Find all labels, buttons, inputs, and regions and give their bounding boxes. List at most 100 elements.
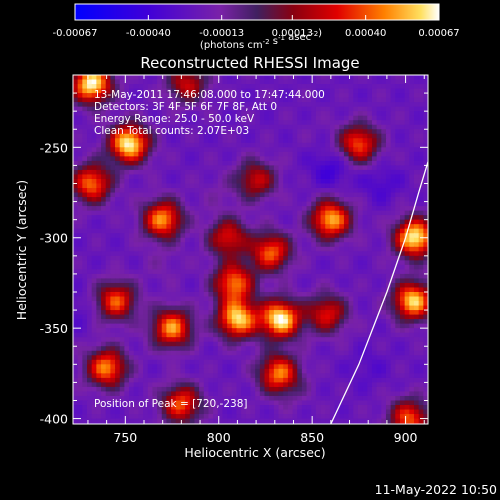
heatmap-cell [311, 273, 317, 280]
heatmap-cell [236, 142, 242, 148]
heatmap-cell [418, 323, 424, 329]
heatmap-cell [255, 147, 261, 153]
heatmap-cell [143, 142, 149, 148]
heatmap-cell [77, 160, 83, 167]
heatmap-cell [301, 97, 308, 103]
heatmap-cell [315, 233, 322, 239]
heatmap-cell [283, 269, 289, 275]
heatmap-cell [278, 165, 284, 171]
heatmap-cell [157, 364, 163, 370]
heatmap-cell [371, 156, 378, 162]
heatmap-cell [311, 188, 317, 194]
heatmap-cell [91, 296, 97, 302]
heatmap-cell [217, 350, 224, 356]
heatmap-cell [133, 188, 139, 194]
heatmap-cell [311, 115, 317, 121]
heatmap-cell [269, 147, 275, 153]
heatmap-cell [152, 97, 158, 103]
heatmap-cell [129, 332, 135, 338]
heatmap-cell [315, 323, 322, 329]
heatmap-cell [325, 129, 331, 135]
heatmap-cell [273, 84, 280, 90]
heatmap-cell [269, 264, 275, 270]
heatmap-cell [404, 210, 410, 216]
heatmap-cell [189, 233, 196, 239]
heatmap-cell [287, 197, 294, 203]
heatmap-cell [339, 310, 345, 316]
heatmap-cell [161, 305, 168, 311]
heatmap-cell [231, 210, 238, 216]
heatmap-cell [255, 88, 261, 94]
heatmap-cell [143, 88, 149, 94]
heatmap-cell [115, 156, 121, 162]
heatmap-cell [101, 215, 107, 221]
heatmap-cell [348, 242, 354, 248]
heatmap-cell [381, 269, 387, 275]
heatmap-cell [255, 178, 261, 185]
heatmap-cell [278, 359, 284, 365]
heatmap-cell [297, 255, 303, 261]
heatmap-cell [171, 84, 177, 90]
heatmap-cell [133, 115, 139, 121]
heatmap-cell [334, 151, 340, 157]
heatmap-cell [376, 242, 382, 248]
heatmap-cell [297, 156, 303, 162]
heatmap-cell [138, 332, 144, 338]
heatmap-cell [329, 210, 336, 216]
heatmap-cell [428, 337, 433, 342]
heatmap-cell [91, 210, 97, 216]
heatmap-cell [385, 255, 392, 261]
heatmap-cell [175, 224, 182, 230]
heatmap-cell [208, 233, 214, 239]
heatmap-cell [343, 129, 350, 135]
heatmap-cell [189, 93, 196, 99]
heatmap-cell [180, 156, 186, 162]
heatmap-cell [367, 237, 373, 243]
heatmap-cell [77, 228, 83, 234]
heatmap-cell [217, 355, 224, 361]
heatmap-cell [399, 93, 406, 99]
heatmap-cell [203, 124, 210, 130]
heatmap-cell [353, 233, 359, 239]
heatmap-cell [73, 341, 79, 347]
heatmap-cell [245, 129, 252, 135]
heatmap-cell [236, 192, 242, 198]
heatmap-cell [185, 359, 191, 365]
heatmap-cell [227, 237, 233, 243]
heatmap-cell [343, 359, 350, 365]
heatmap-cell [91, 341, 97, 347]
heatmap-cell [236, 165, 242, 171]
heatmap-cell [222, 160, 228, 167]
heatmap-cell [371, 246, 378, 252]
heatmap-cell [189, 278, 196, 284]
heatmap-cell [348, 255, 354, 261]
heatmap-cell [189, 151, 196, 157]
heatmap-cell [227, 364, 233, 370]
heatmap-cell [171, 341, 177, 347]
heatmap-cell [413, 206, 420, 212]
heatmap-cell [217, 359, 224, 365]
heatmap-cell [217, 215, 224, 221]
heatmap-cell [343, 273, 350, 280]
heatmap-cell [143, 138, 149, 144]
heatmap-cell [250, 314, 256, 320]
heatmap-cell [409, 75, 415, 81]
heatmap-cell [367, 273, 373, 280]
heatmap-cell [138, 364, 144, 370]
heatmap-cell [259, 115, 266, 121]
heatmap-cell [119, 350, 125, 356]
heatmap-cell [315, 142, 322, 148]
heatmap-cell [315, 228, 322, 234]
heatmap-cell [343, 174, 350, 180]
heatmap-cell [320, 328, 326, 334]
heatmap-cell [264, 323, 270, 329]
heatmap-cell [404, 188, 410, 194]
heatmap-cell [203, 278, 210, 284]
heatmap-cell [166, 138, 172, 144]
heatmap-cell [180, 219, 186, 225]
heatmap-cell [152, 169, 158, 176]
heatmap-cell [376, 341, 382, 347]
heatmap-cell [428, 355, 433, 360]
heatmap-cell [343, 210, 350, 216]
heatmap-cell [208, 364, 214, 370]
